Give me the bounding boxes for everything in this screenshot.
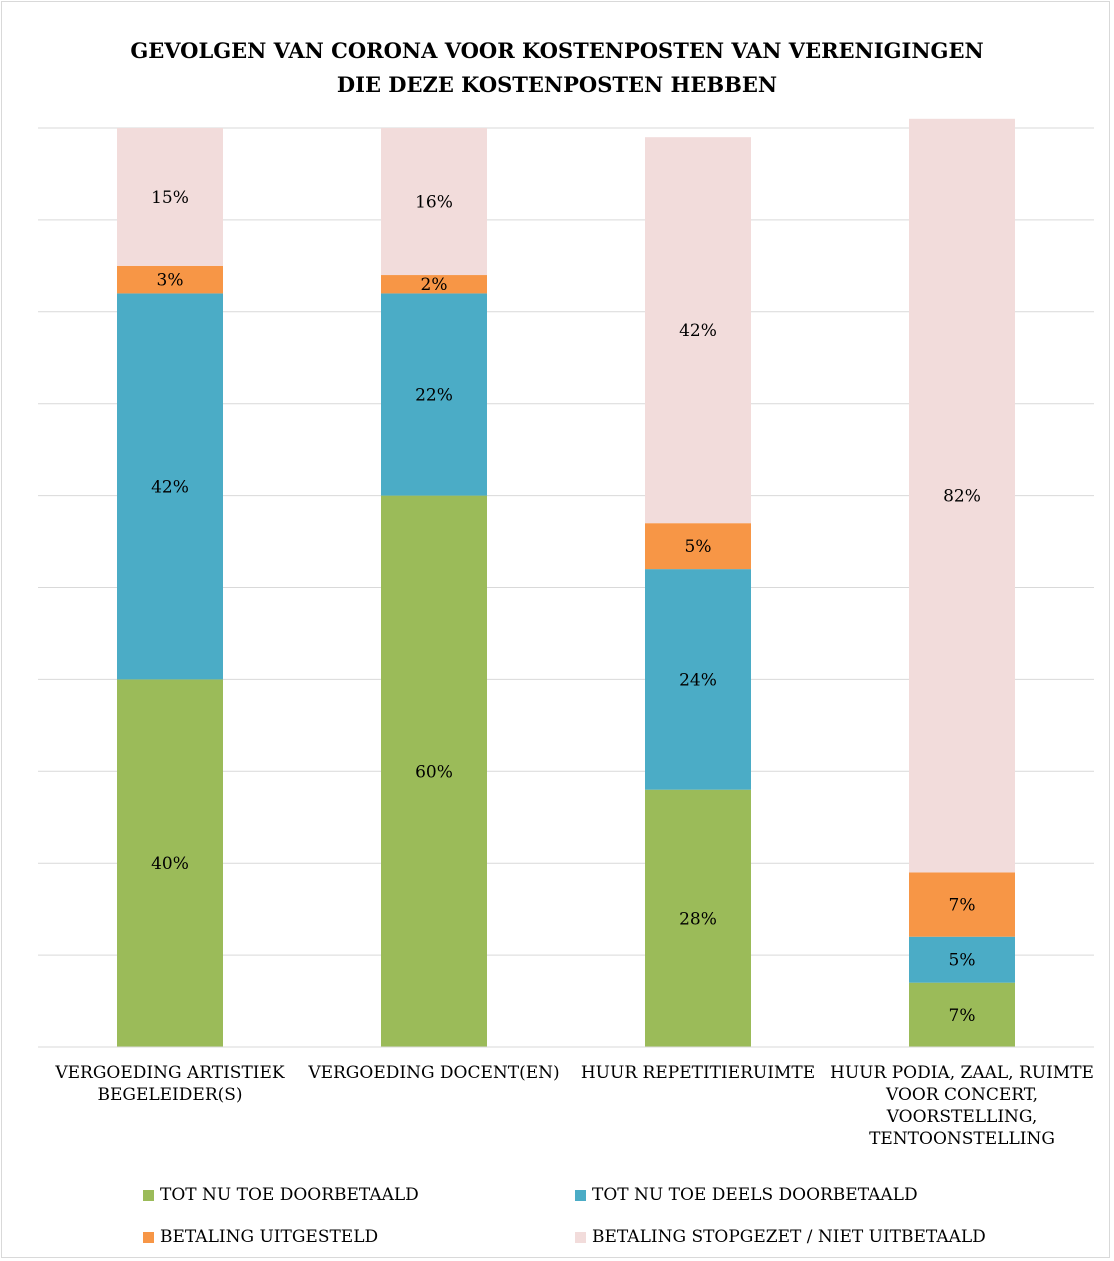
bar-segment [117,293,223,680]
legend-item: BETALING UITGESTELD [143,1227,378,1247]
bar-segment [381,128,487,276]
data-label: 2% [421,275,448,295]
data-label: 22% [415,386,453,406]
legend-item: BETALING STOPGEZET / NIET UITBETAALD [575,1227,986,1247]
category-label: VERGOEDING DOCENT(EN) [308,1063,560,1083]
bar-segment [645,137,751,524]
bar-segment [381,495,487,1048]
category-label: VERGOEDING ARTISTIEK BEGELEIDER(S) [55,1063,285,1105]
bar-segment [909,872,1015,937]
bar-segment [381,275,487,294]
data-label: 42% [151,477,189,497]
legend-label: TOT NU TOE DEELS DOORBETAALD [592,1185,918,1205]
bar-segment [645,569,751,790]
data-label: 7% [949,1006,976,1026]
data-label: 7% [949,896,976,916]
legend-label: BETALING STOPGEZET / NIET UITBETAALD [592,1227,986,1247]
legend-item: TOT NU TOE DEELS DOORBETAALD [575,1185,918,1205]
chart-title: GEVOLGEN VAN CORONA VOOR KOSTENPOSTEN VA… [130,38,984,97]
data-label: 60% [415,762,453,782]
legend-swatch [575,1231,586,1243]
legend-swatch [143,1189,154,1201]
bar-segment [645,523,751,570]
data-label: 40% [151,854,189,874]
legend-item: TOT NU TOE DOORBETAALD [143,1185,419,1205]
bar-segment [381,293,487,496]
bar-segment [909,936,1015,983]
bar-segment [117,265,223,294]
data-label: 16% [415,193,453,213]
bar-segment [117,679,223,1047]
data-label: 3% [157,271,184,291]
data-label: 42% [679,321,717,341]
legend-swatch [143,1231,154,1243]
category-label: HUUR PODIA, ZAAL, RUIMTE VOOR CONCERT, V… [830,1063,1094,1149]
data-label: 28% [679,909,717,929]
data-label: 82% [943,487,981,507]
data-label: 15% [151,188,189,208]
bar-segment [909,118,1015,873]
legend-label: BETALING UITGESTELD [160,1227,379,1247]
data-label: 5% [685,537,712,557]
data-label: 24% [679,670,717,690]
bar-segment [645,789,751,1047]
category-label: HUUR REPETITIERUIMTE [580,1063,816,1083]
data-label: 5% [949,951,976,971]
legend-swatch [575,1189,586,1201]
bar-segment [909,982,1015,1047]
legend-label: TOT NU TOE DOORBETAALD [160,1185,419,1205]
bar-segment [117,128,223,266]
